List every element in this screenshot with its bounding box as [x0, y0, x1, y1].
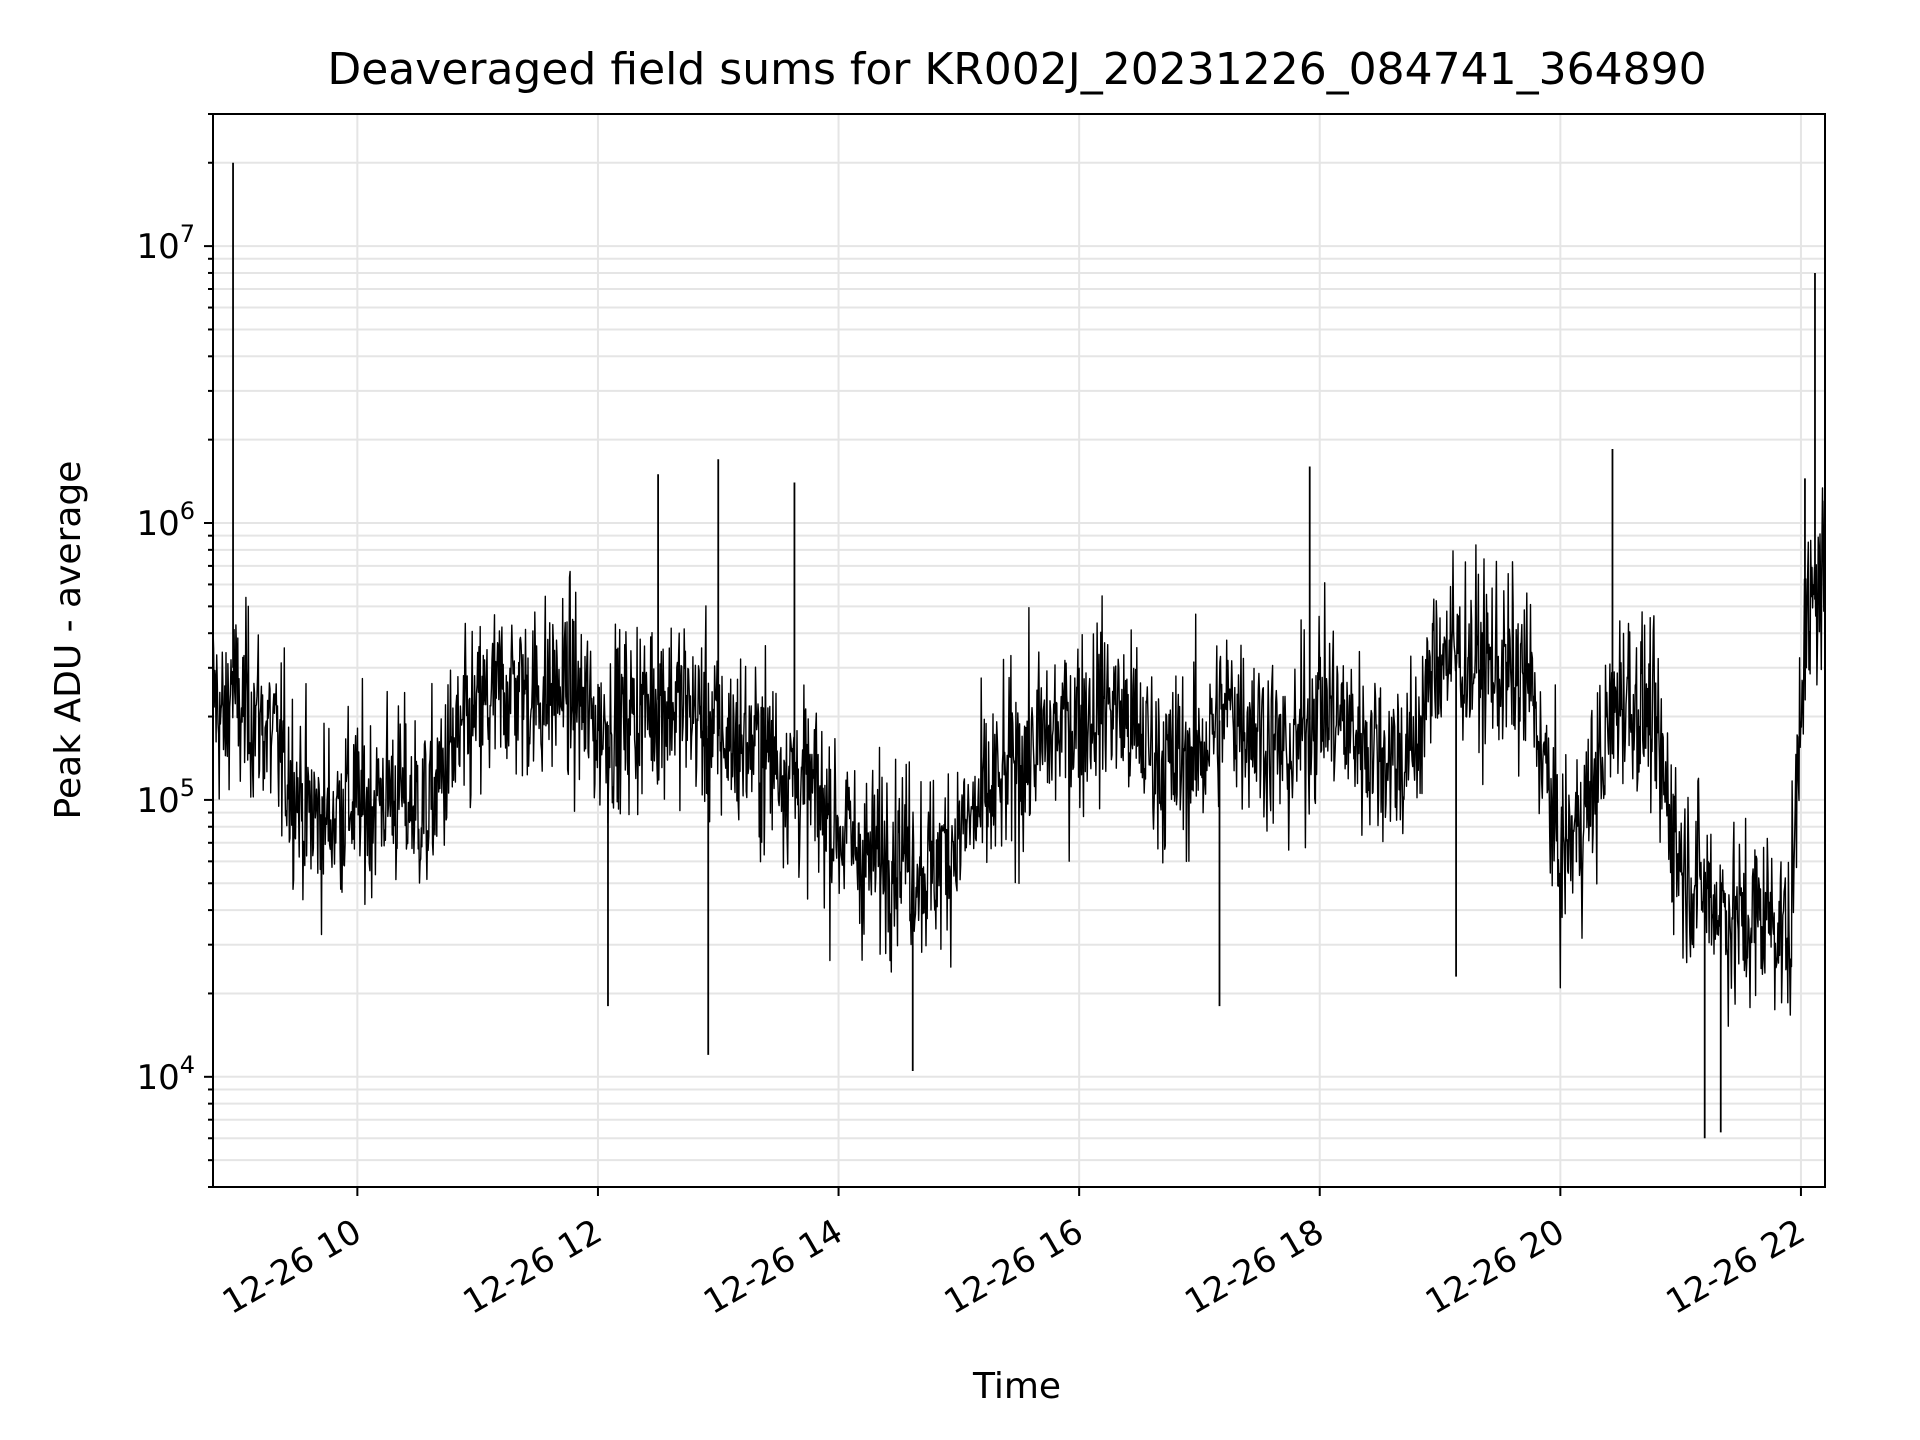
data-series — [212, 162, 1826, 1139]
y-tick-label: 107 — [136, 220, 195, 267]
plot-frame — [212, 113, 1826, 1188]
y-tick-label-base: 10 — [136, 504, 179, 544]
y-tick-label: 104 — [136, 1051, 195, 1098]
series-line — [212, 487, 1826, 1027]
y-tick-label-exponent: 5 — [180, 774, 195, 802]
x-axis-label: Time — [972, 1366, 1061, 1407]
y-tick-label-exponent: 6 — [180, 497, 195, 525]
y-tick-label-exponent: 4 — [180, 1051, 195, 1079]
y-axis-label: Peak ADU - average — [48, 461, 89, 820]
y-tick-label-base: 10 — [136, 227, 179, 267]
y-tick-label: 105 — [136, 774, 195, 821]
chart-title: Deaveraged field sums for KR002J_2023122… — [327, 44, 1706, 95]
y-tick-label: 106 — [136, 497, 195, 544]
y-tick-label-exponent: 7 — [180, 220, 195, 248]
y-tick-label-base: 10 — [136, 1058, 179, 1098]
y-tick-label-base: 10 — [136, 781, 179, 821]
